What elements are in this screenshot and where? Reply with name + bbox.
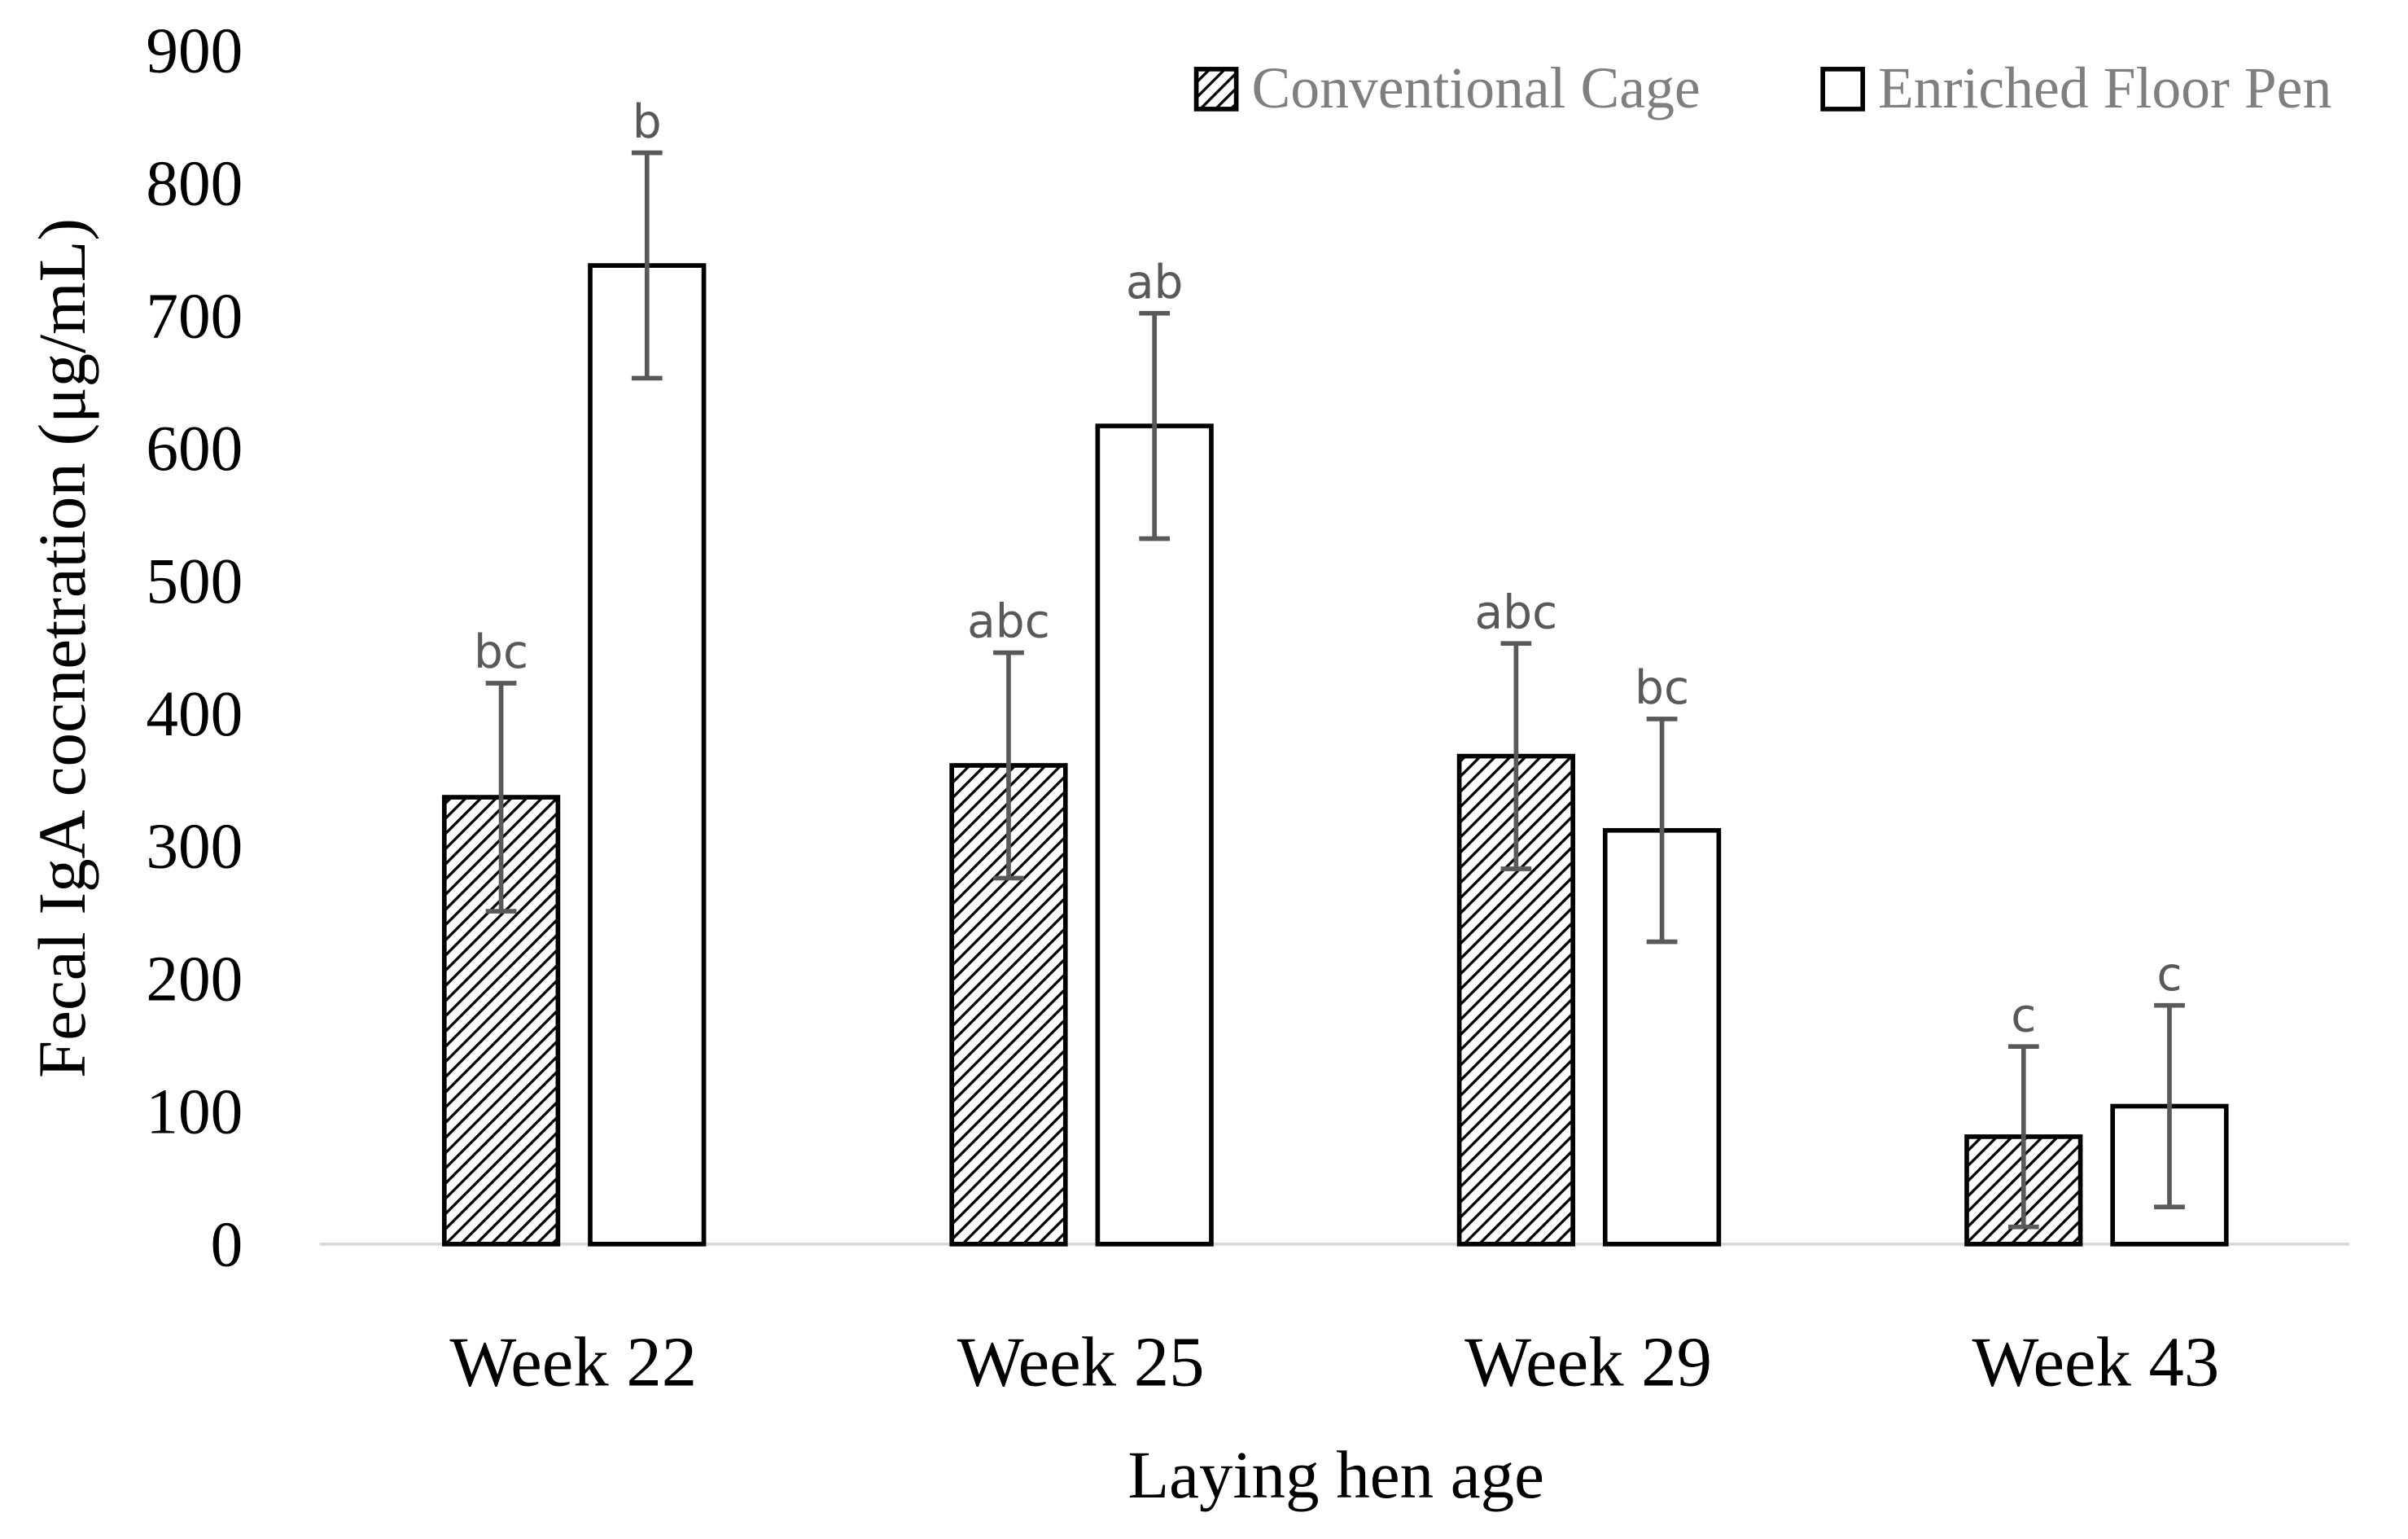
significance-label: b: [633, 95, 662, 149]
legend-swatch: [1193, 67, 1239, 112]
y-tick-label: 900: [146, 15, 243, 87]
x-tick-label: Week 29: [1465, 1322, 1712, 1401]
y-axis-label: Fecal IgA cocnetration (μg/mL): [24, 218, 99, 1078]
significance-label: abc: [1475, 585, 1558, 639]
y-tick-label: 200: [146, 944, 243, 1015]
y-tick-label: 100: [146, 1076, 243, 1147]
significance-label: c: [2156, 948, 2182, 1002]
significance-label: abc: [967, 595, 1050, 649]
error-bar: [1646, 717, 1678, 945]
error-bar: [1139, 310, 1171, 542]
y-tick-label: 600: [146, 413, 243, 484]
x-axis-label: Laying hen age: [1127, 1437, 1544, 1512]
legend-label: Conventional Cage: [1251, 55, 1700, 121]
error-bar: [485, 681, 517, 914]
x-tick-label: Week 22: [449, 1322, 697, 1401]
y-tick-label: 700: [146, 280, 243, 352]
x-tick-label: Week 43: [1972, 1322, 2220, 1401]
legend-label: Enriched Floor Pen: [1878, 55, 2331, 121]
bar: [1095, 423, 1214, 1247]
y-tick-label: 400: [146, 678, 243, 750]
y-tick-label: 800: [146, 147, 243, 219]
y-tick-label: 0: [211, 1208, 243, 1280]
bar: [588, 263, 707, 1247]
significance-label: bc: [1635, 661, 1689, 715]
y-tick-label: 500: [146, 546, 243, 617]
error-bar: [2154, 1002, 2185, 1210]
significance-label: ab: [1126, 256, 1184, 309]
y-tick-label: 300: [146, 811, 243, 883]
error-bar: [1500, 641, 1532, 871]
significance-label: bc: [474, 625, 528, 679]
x-tick-label: Week 25: [957, 1322, 1205, 1401]
significance-label: c: [2011, 989, 2036, 1042]
error-bar: [2007, 1044, 2039, 1230]
error-bar: [993, 650, 1024, 881]
error-bar: [631, 150, 663, 381]
legend-swatch: [1820, 67, 1866, 112]
